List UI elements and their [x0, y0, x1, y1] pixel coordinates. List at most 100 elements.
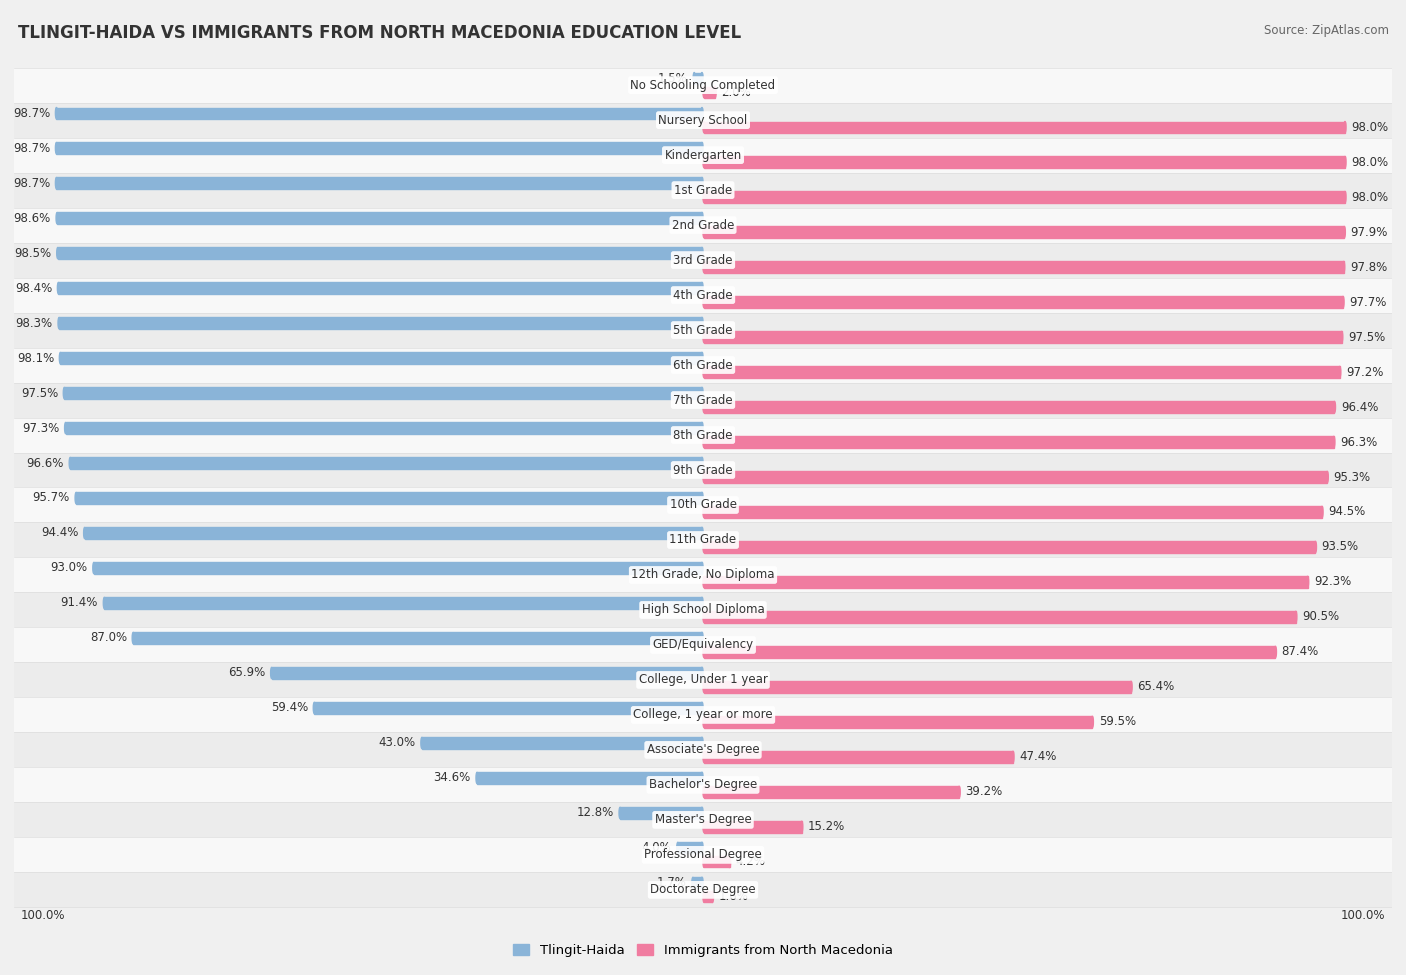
Circle shape [1012, 752, 1014, 762]
Text: 92.3%: 92.3% [1313, 575, 1351, 589]
Bar [704, 541, 1316, 553]
Circle shape [1343, 226, 1346, 238]
Text: Professional Degree: Professional Degree [644, 848, 762, 861]
Circle shape [800, 821, 803, 833]
Bar [477, 772, 702, 784]
Bar [704, 506, 1322, 518]
Text: 34.6%: 34.6% [433, 771, 471, 785]
Text: 98.0%: 98.0% [1351, 190, 1388, 204]
Bar [14, 278, 1392, 313]
Bar [704, 576, 1308, 588]
Circle shape [56, 248, 59, 258]
Circle shape [702, 842, 703, 853]
Bar [693, 878, 702, 888]
Text: 93.0%: 93.0% [51, 562, 87, 574]
Bar [14, 452, 1392, 488]
Circle shape [1344, 157, 1346, 168]
Bar [704, 821, 801, 833]
Bar [59, 318, 702, 329]
Circle shape [703, 402, 704, 412]
Bar [59, 283, 702, 293]
Text: 15.2%: 15.2% [808, 820, 845, 834]
Text: 98.3%: 98.3% [15, 317, 53, 330]
Circle shape [93, 563, 94, 573]
Circle shape [1333, 437, 1334, 448]
Text: 94.4%: 94.4% [41, 526, 79, 539]
Circle shape [703, 856, 704, 868]
Text: 1st Grade: 1st Grade [673, 183, 733, 197]
Text: 12th Grade, No Diploma: 12th Grade, No Diploma [631, 568, 775, 581]
Text: 97.5%: 97.5% [1348, 331, 1385, 343]
Bar [315, 702, 702, 714]
Circle shape [1344, 122, 1346, 133]
Circle shape [703, 261, 704, 273]
Circle shape [702, 598, 703, 608]
Circle shape [619, 807, 621, 818]
Legend: Tlingit-Haida, Immigrants from North Macedonia: Tlingit-Haida, Immigrants from North Mac… [508, 939, 898, 962]
Circle shape [702, 527, 703, 538]
Bar [704, 717, 1092, 727]
Circle shape [703, 437, 704, 448]
Text: 8th Grade: 8th Grade [673, 429, 733, 442]
Text: College, 1 year or more: College, 1 year or more [633, 709, 773, 722]
Circle shape [702, 772, 703, 784]
Text: High School Diploma: High School Diploma [641, 604, 765, 616]
Text: 87.4%: 87.4% [1282, 645, 1319, 658]
Bar [704, 611, 1296, 623]
Circle shape [702, 667, 703, 679]
Text: 6th Grade: 6th Grade [673, 359, 733, 371]
Circle shape [132, 633, 134, 644]
Circle shape [1341, 296, 1344, 308]
Text: 98.6%: 98.6% [14, 212, 51, 224]
Bar [58, 248, 702, 258]
Text: 10th Grade: 10th Grade [669, 498, 737, 512]
Text: Bachelor's Degree: Bachelor's Degree [650, 778, 756, 792]
Text: TLINGIT-HAIDA VS IMMIGRANTS FROM NORTH MACEDONIA EDUCATION LEVEL: TLINGIT-HAIDA VS IMMIGRANTS FROM NORTH M… [18, 24, 741, 42]
Text: 1.7%: 1.7% [657, 877, 686, 889]
Bar [65, 387, 702, 399]
Text: 98.0%: 98.0% [1351, 121, 1388, 134]
Bar [704, 786, 959, 798]
Bar [14, 767, 1392, 802]
Circle shape [703, 821, 704, 833]
Bar [76, 492, 702, 504]
Circle shape [270, 667, 273, 679]
Circle shape [703, 891, 704, 903]
Bar [14, 873, 1392, 908]
Circle shape [703, 471, 704, 483]
Circle shape [702, 248, 703, 258]
Text: 98.0%: 98.0% [1351, 156, 1388, 169]
Text: 97.9%: 97.9% [1351, 225, 1388, 239]
Text: Doctorate Degree: Doctorate Degree [650, 883, 756, 896]
Bar [704, 856, 730, 868]
Circle shape [1306, 576, 1309, 588]
Circle shape [702, 457, 703, 469]
Text: 97.2%: 97.2% [1346, 366, 1384, 378]
Circle shape [703, 646, 704, 657]
Circle shape [702, 352, 703, 364]
Circle shape [55, 142, 58, 154]
Circle shape [728, 856, 731, 868]
Circle shape [1322, 506, 1323, 518]
Circle shape [702, 737, 703, 749]
Text: 96.4%: 96.4% [1341, 401, 1378, 413]
Text: Nursery School: Nursery School [658, 114, 748, 127]
Circle shape [702, 702, 703, 714]
Bar [704, 646, 1275, 657]
Circle shape [1343, 261, 1344, 273]
Text: 65.4%: 65.4% [1137, 681, 1174, 693]
Text: 59.5%: 59.5% [1098, 716, 1136, 728]
Text: 1.5%: 1.5% [658, 71, 688, 85]
Circle shape [1339, 367, 1341, 377]
Circle shape [957, 786, 960, 798]
Text: 3rd Grade: 3rd Grade [673, 254, 733, 266]
Circle shape [703, 332, 704, 342]
Circle shape [58, 283, 59, 293]
Text: 90.5%: 90.5% [1302, 610, 1339, 623]
Circle shape [75, 492, 77, 504]
Circle shape [56, 213, 58, 223]
Circle shape [676, 842, 679, 853]
Bar [14, 137, 1392, 173]
Text: Associate's Degree: Associate's Degree [647, 743, 759, 757]
Circle shape [714, 87, 716, 98]
